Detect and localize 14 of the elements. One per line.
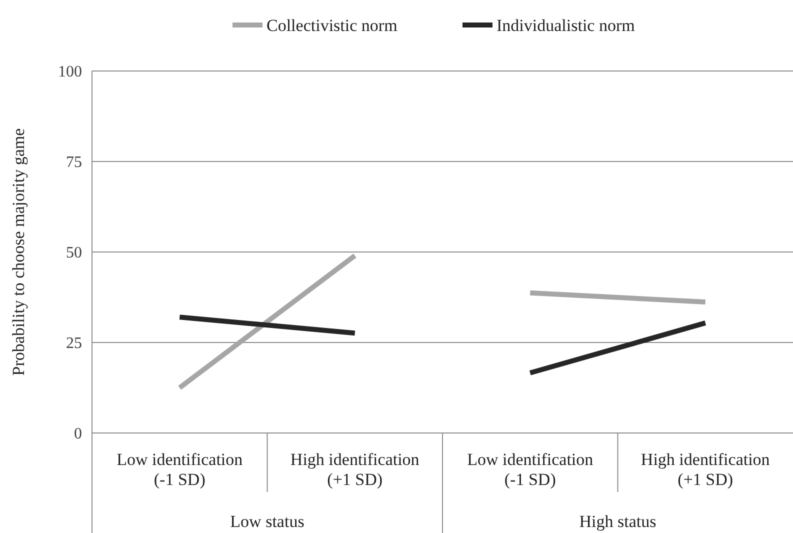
y-tick-label: 75 xyxy=(66,154,82,172)
x-tick-label: Low identification (-1 SD) xyxy=(467,450,594,489)
legend-label: Collectivistic norm xyxy=(266,16,398,35)
text: Low status xyxy=(230,512,304,531)
y-tick-label: 50 xyxy=(66,244,82,262)
x-tick-label: High identification (+1 SD) xyxy=(290,450,420,489)
y-tick-label: 100 xyxy=(58,64,82,81)
x-tick-label: High identification (+1 SD) xyxy=(640,450,770,489)
y-axis-title: Probability to choose majority game xyxy=(9,128,28,376)
x-tick-label: Low identification (-1 SD) xyxy=(116,450,244,489)
y-tick-label: 25 xyxy=(66,335,82,352)
y-tick-label: 0 xyxy=(74,426,82,443)
legend-label: Individualistic norm xyxy=(496,16,635,35)
text: High status xyxy=(579,512,656,531)
